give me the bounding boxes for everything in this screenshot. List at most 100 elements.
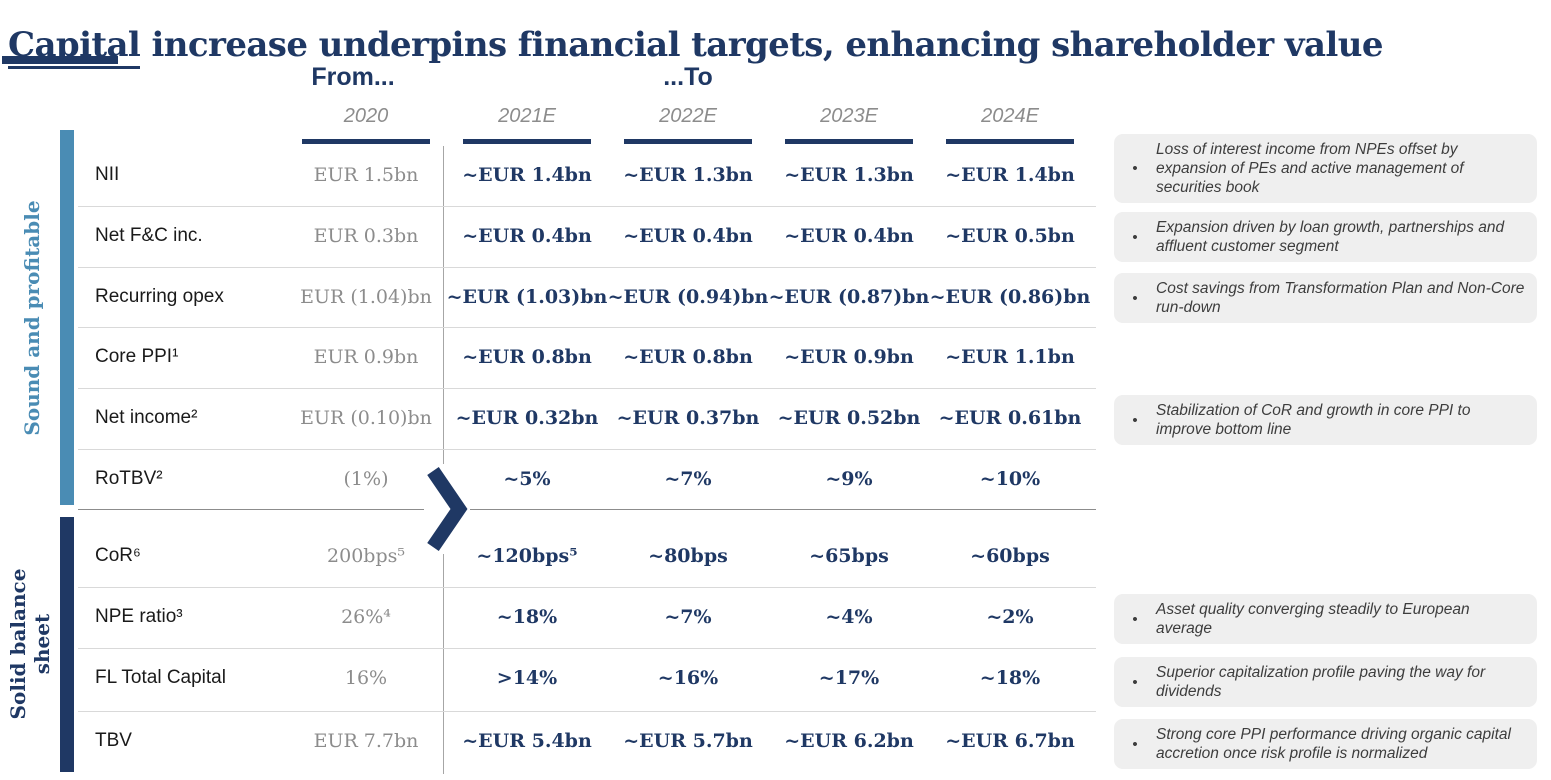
cell-value: ~EUR 0.4bn	[784, 225, 914, 247]
row-label: Core PPI¹	[95, 346, 179, 367]
cell-value: ~18%	[496, 606, 558, 628]
cell-value: ~EUR 1.1bn	[945, 346, 1075, 368]
to-header: ...To	[663, 63, 713, 91]
column-header-underline	[946, 139, 1074, 144]
table-row: CoR⁶ 200bps⁵ ~120bps⁵ ~80bps ~65bps ~60bps	[0, 526, 1100, 586]
cell-value: EUR (1.04)bn	[300, 286, 432, 308]
cell-value: 200bps⁵	[327, 545, 405, 567]
callout-box: • Stabilization of CoR and growth in core…	[1114, 395, 1537, 445]
row-label: NPE ratio³	[95, 606, 183, 627]
row-label: RoTBV²	[95, 468, 163, 489]
table-row: NII EUR 1.5bn ~EUR 1.4bn ~EUR 1.3bn ~EUR 1.3…	[0, 145, 1100, 205]
cell-value: ~18%	[979, 667, 1041, 689]
cell-value: ~60bps	[970, 545, 1050, 567]
cell-value: ~5%	[503, 468, 551, 490]
callout-text: Asset quality converging steadily to Eur…	[1156, 601, 1470, 637]
section1-side-bar	[60, 130, 74, 505]
cell-value: ~EUR 1.3bn	[623, 164, 753, 186]
cell-value: ~EUR 0.9bn	[784, 346, 914, 368]
callout-text: Loss of interest income from NPEs offset…	[1156, 141, 1464, 196]
row-label: Recurring opex	[95, 286, 224, 307]
cell-value: ~EUR 1.3bn	[784, 164, 914, 186]
row-label: FL Total Capital	[95, 667, 226, 688]
bullet-icon: •	[1132, 735, 1138, 753]
row-label: CoR⁶	[95, 545, 141, 566]
cell-value: ~16%	[657, 667, 719, 689]
cell-value: ~EUR (0.86)bn	[929, 286, 1091, 308]
cell-value: ~EUR 0.37bn	[616, 407, 760, 429]
column-divider-line	[443, 146, 444, 774]
cell-value: ~9%	[825, 468, 873, 490]
row-separator-line	[78, 587, 1096, 588]
bullet-icon: •	[1132, 411, 1138, 429]
cell-value: ~EUR 0.8bn	[462, 346, 592, 368]
callout-box: • Strong core PPI performance driving org…	[1114, 719, 1537, 769]
cell-value: ~7%	[664, 468, 712, 490]
row-separator-line	[78, 388, 1096, 389]
callout-text: Superior capitalization profile paving t…	[1156, 664, 1486, 700]
bullet-icon: •	[1132, 610, 1138, 628]
cell-value: 16%	[344, 667, 388, 689]
bullet-icon: •	[1132, 160, 1138, 177]
section2-side-bar	[60, 517, 74, 772]
cell-value: 26%⁴	[341, 606, 391, 628]
cell-value: ~7%	[664, 606, 712, 628]
row-separator-line	[78, 206, 1096, 207]
row-separator-line	[78, 267, 1096, 268]
table-row: TBV EUR 7.7bn ~EUR 5.4bn ~EUR 5.7bn ~EUR 6.2…	[0, 711, 1100, 771]
table-row: NPE ratio³ 26%⁴ ~18% ~7% ~4% ~2%	[0, 587, 1100, 647]
row-label: NII	[95, 164, 120, 185]
row-label: Net F&C inc.	[95, 225, 203, 246]
cell-value: EUR 0.9bn	[313, 346, 419, 368]
column-header-2022E: 2022E	[659, 105, 717, 127]
cell-value: ~EUR (0.87)bn	[768, 286, 930, 308]
cell-value: EUR 7.7bn	[313, 730, 419, 752]
column-header-2023E: 2023E	[820, 105, 878, 127]
callout-box: • Asset quality converging steadily to Eu…	[1114, 594, 1537, 644]
cell-value: ~EUR (0.94)bn	[607, 286, 769, 308]
row-label: TBV	[95, 730, 132, 751]
cell-value: ~EUR 0.61bn	[938, 407, 1082, 429]
cell-value: ~EUR 0.4bn	[623, 225, 753, 247]
callout-box: • Expansion driven by loan growth, partne…	[1114, 212, 1537, 262]
callout-box: • Superior capitalization profile paving …	[1114, 657, 1537, 707]
callout-text: Cost savings from Transformation Plan an…	[1156, 280, 1525, 316]
column-header-2024E: 2024E	[981, 105, 1039, 127]
cell-value: ~2%	[986, 606, 1034, 628]
table-row: FL Total Capital 16% >14% ~16% ~17% ~18%	[0, 648, 1100, 708]
callout-box: • Loss of interest income from NPEs offse…	[1114, 134, 1537, 203]
title-accent-bar	[2, 56, 118, 64]
bullet-icon: •	[1132, 228, 1138, 246]
row-separator-line	[78, 648, 1096, 649]
callout-text: Expansion driven by loan growth, partner…	[1156, 219, 1505, 255]
chevron-right-icon	[424, 464, 470, 554]
cell-value: ~120bps⁵	[476, 545, 578, 567]
column-header-underline	[302, 139, 430, 144]
callout-text: Stabilization of CoR and growth in core …	[1156, 402, 1471, 438]
cell-value: ~EUR 5.7bn	[623, 730, 753, 752]
from-header: From...	[311, 63, 395, 91]
row-label: Net income²	[95, 407, 198, 428]
table-row: Core PPI¹ EUR 0.9bn ~EUR 0.8bn ~EUR 0.8bn ~E…	[0, 327, 1100, 387]
column-header-underline	[624, 139, 752, 144]
cell-value: ~65bps	[809, 545, 889, 567]
callout-box: • Cost savings from Transformation Plan a…	[1114, 273, 1537, 323]
cell-value: ~EUR 1.4bn	[945, 164, 1075, 186]
cell-value: ~EUR 6.7bn	[945, 730, 1075, 752]
cell-value: ~10%	[979, 468, 1041, 490]
cell-value: ~EUR 0.52bn	[777, 407, 921, 429]
cell-value: ~EUR 1.4bn	[462, 164, 592, 186]
cell-value: ~80bps	[648, 545, 728, 567]
cell-value: >14%	[496, 667, 558, 689]
cell-value: ~4%	[825, 606, 873, 628]
column-header-underline	[785, 139, 913, 144]
cell-value: EUR 0.3bn	[313, 225, 419, 247]
cell-value: EUR 1.5bn	[313, 164, 419, 186]
cell-value: ~EUR 5.4bn	[462, 730, 592, 752]
cell-value: EUR (0.10)bn	[300, 407, 432, 429]
cell-value: (1%)	[343, 468, 389, 490]
cell-value: ~EUR 6.2bn	[784, 730, 914, 752]
cell-value: ~EUR 0.5bn	[945, 225, 1075, 247]
row-separator-line	[78, 449, 1096, 450]
bullet-icon: •	[1132, 289, 1138, 307]
